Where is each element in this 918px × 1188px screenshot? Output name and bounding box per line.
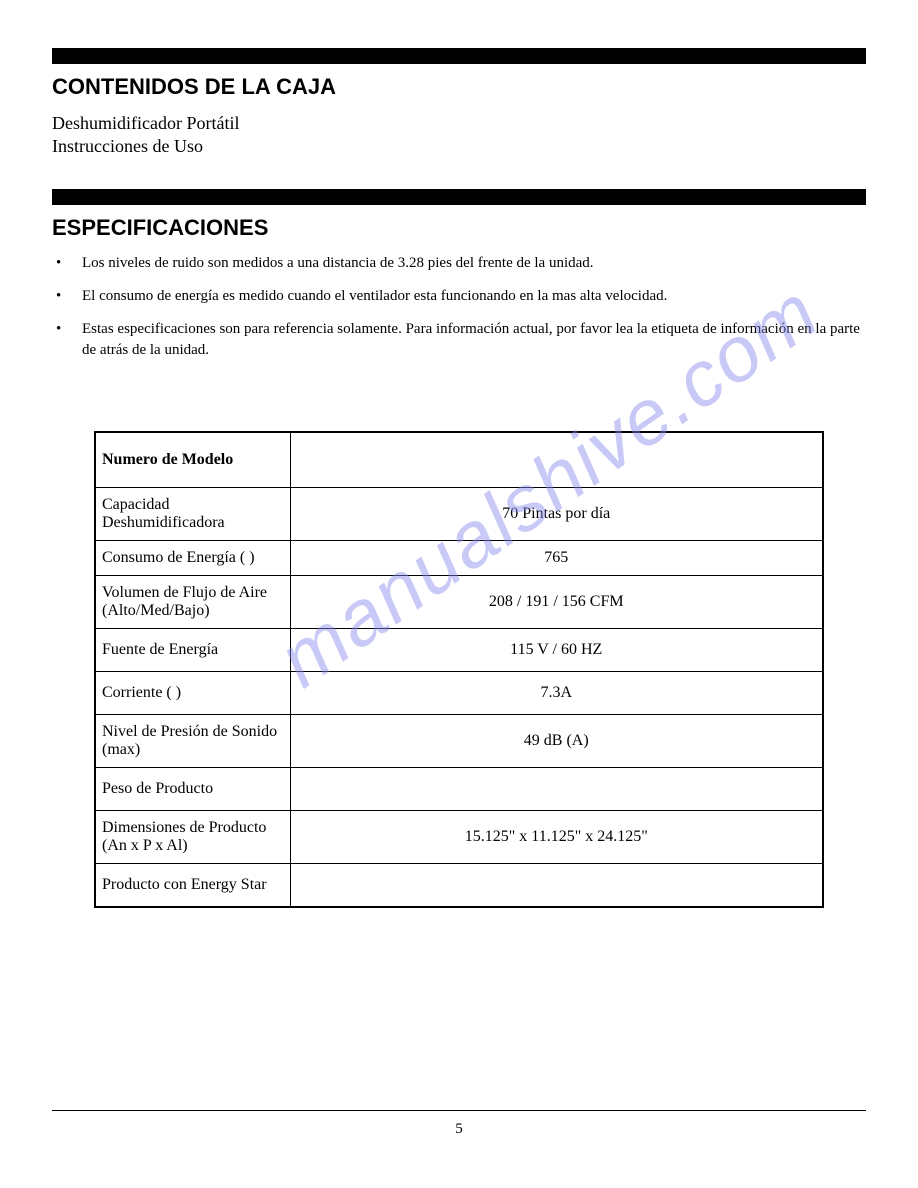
table-cell-label: Peso de Producto <box>95 767 290 810</box>
bullet-icon: • <box>52 286 82 307</box>
table-cell-label: Fuente de Energía <box>95 628 290 671</box>
list-item: • Los niveles de ruido son medidos a una… <box>52 253 866 274</box>
table-cell-label: Nivel de Presión de Sonido (max) <box>95 714 290 767</box>
table-cell-label: Producto con Energy Star <box>95 863 290 907</box>
table-row: Volumen de Flujo de Aire (Alto/Med/Bajo)… <box>95 575 823 628</box>
table-row: Nivel de Presión de Sonido (max) 49 dB (… <box>95 714 823 767</box>
table-cell-label: Dimensiones de Producto (An x P x Al) <box>95 810 290 863</box>
box-contents-heading: CONTENIDOS DE LA CAJA <box>52 74 866 100</box>
list-item: • Estas especificaciones son para refere… <box>52 319 866 361</box>
table-row: Capacidad Deshumidificadora 70 Pintas po… <box>95 487 823 540</box>
specifications-heading: ESPECIFICACIONES <box>52 215 866 241</box>
list-item-text: Los niveles de ruido son medidos a una d… <box>82 253 866 274</box>
bullet-icon: • <box>52 319 82 361</box>
table-row: Peso de Producto <box>95 767 823 810</box>
footer-divider <box>52 1110 866 1111</box>
table-cell-value <box>290 767 823 810</box>
table-cell-value <box>290 863 823 907</box>
table-header-label: Numero de Modelo <box>95 432 290 488</box>
table-cell-value: 765 <box>290 540 823 575</box>
table-row: Corriente ( ) 7.3A <box>95 671 823 714</box>
bullet-icon: • <box>52 253 82 274</box>
table-cell-value: 49 dB (A) <box>290 714 823 767</box>
table-cell-value: 70 Pintas por día <box>290 487 823 540</box>
table-cell-value: 208 / 191 / 156 CFM <box>290 575 823 628</box>
table-row: Numero de Modelo <box>95 432 823 488</box>
list-item-text: Estas especificaciones son para referenc… <box>82 319 866 361</box>
table-row: Dimensiones de Producto (An x P x Al) 15… <box>95 810 823 863</box>
box-contents-list: Deshumidificador Portátil Instrucciones … <box>52 112 866 159</box>
table-cell-label: Corriente ( ) <box>95 671 290 714</box>
table-cell-label: Capacidad Deshumidificadora <box>95 487 290 540</box>
table-header-value <box>290 432 823 488</box>
specifications-notes-list: • Los niveles de ruido son medidos a una… <box>52 253 866 361</box>
table-cell-value: 115 V / 60 HZ <box>290 628 823 671</box>
table-cell-label: Volumen de Flujo de Aire (Alto/Med/Bajo) <box>95 575 290 628</box>
box-contents-item: Instrucciones de Uso <box>52 135 866 158</box>
list-item-text: El consumo de energía es medido cuando e… <box>82 286 866 307</box>
list-item: • El consumo de energía es medido cuando… <box>52 286 866 307</box>
page-footer: 5 <box>52 1110 866 1138</box>
section-divider-bar <box>52 48 866 64</box>
table-cell-label: Consumo de Energía ( ) <box>95 540 290 575</box>
box-contents-item: Deshumidificador Portátil <box>52 112 866 135</box>
page-number: 5 <box>52 1121 866 1138</box>
specifications-table: Numero de Modelo Capacidad Deshumidifica… <box>94 431 824 908</box>
table-row: Consumo de Energía ( ) 765 <box>95 540 823 575</box>
table-row: Fuente de Energía 115 V / 60 HZ <box>95 628 823 671</box>
section-divider-bar <box>52 189 866 205</box>
table-cell-value: 7.3A <box>290 671 823 714</box>
table-row: Producto con Energy Star <box>95 863 823 907</box>
table-cell-value: 15.125" x 11.125" x 24.125" <box>290 810 823 863</box>
